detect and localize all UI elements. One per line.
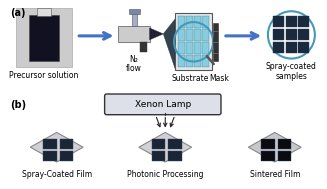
Bar — [178, 42, 185, 54]
Polygon shape — [149, 28, 163, 40]
Text: Mask: Mask — [210, 74, 230, 83]
FancyBboxPatch shape — [118, 26, 150, 42]
Text: (a): (a) — [10, 8, 25, 18]
Text: Precursor solution: Precursor solution — [9, 71, 79, 80]
Bar — [178, 29, 185, 41]
Bar — [273, 16, 284, 27]
Bar — [194, 16, 201, 29]
Polygon shape — [168, 139, 182, 149]
Text: Spray-Coated Film: Spray-Coated Film — [22, 170, 92, 179]
Text: Sintered Film: Sintered Film — [250, 170, 300, 179]
Polygon shape — [278, 151, 291, 161]
Bar — [285, 42, 297, 53]
Text: Xenon Lamp: Xenon Lamp — [135, 100, 191, 109]
Text: (b): (b) — [10, 100, 26, 110]
Bar — [273, 42, 284, 53]
Polygon shape — [278, 139, 291, 149]
FancyBboxPatch shape — [29, 15, 59, 61]
Bar — [194, 42, 201, 54]
Text: N₂
flow: N₂ flow — [126, 55, 142, 73]
Polygon shape — [261, 139, 275, 149]
Polygon shape — [151, 139, 165, 149]
Bar — [285, 29, 297, 40]
Polygon shape — [163, 19, 175, 68]
Polygon shape — [60, 151, 73, 161]
Bar — [132, 14, 137, 26]
Bar — [178, 16, 185, 29]
Bar — [298, 42, 309, 53]
FancyBboxPatch shape — [105, 94, 221, 115]
Polygon shape — [30, 132, 83, 162]
Polygon shape — [43, 139, 57, 149]
Polygon shape — [139, 132, 192, 162]
Polygon shape — [43, 151, 57, 161]
Bar — [175, 13, 212, 70]
Text: Substrate: Substrate — [172, 74, 209, 83]
Polygon shape — [60, 139, 73, 149]
Bar — [298, 29, 309, 40]
Polygon shape — [168, 151, 182, 161]
Bar — [186, 16, 193, 29]
Circle shape — [268, 11, 315, 59]
Text: Spray-coated
samples: Spray-coated samples — [266, 63, 317, 81]
Polygon shape — [249, 132, 301, 162]
Bar — [202, 16, 209, 29]
Polygon shape — [261, 151, 275, 161]
Text: Photonic Processing: Photonic Processing — [127, 170, 203, 179]
Bar — [186, 42, 193, 54]
Bar — [213, 23, 218, 60]
Bar — [129, 9, 140, 14]
Bar — [186, 29, 193, 41]
Bar — [194, 29, 201, 41]
Bar — [202, 29, 209, 41]
Bar — [194, 55, 201, 67]
Bar — [298, 16, 309, 27]
FancyBboxPatch shape — [37, 8, 51, 16]
Bar — [186, 55, 193, 67]
Bar — [273, 29, 284, 40]
Bar — [16, 8, 72, 67]
Bar — [178, 55, 185, 67]
Bar — [140, 42, 147, 52]
Bar — [285, 16, 297, 27]
Bar — [202, 55, 209, 67]
Bar — [202, 42, 209, 54]
Polygon shape — [151, 151, 165, 161]
